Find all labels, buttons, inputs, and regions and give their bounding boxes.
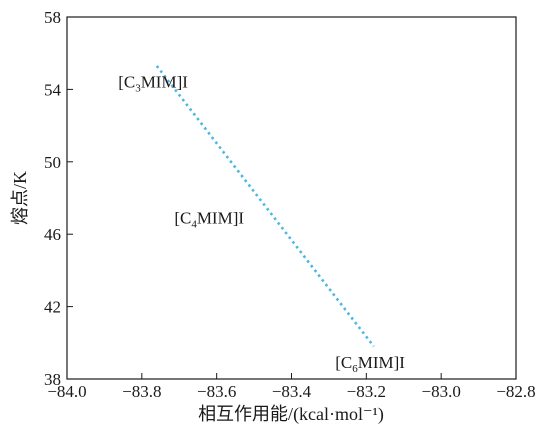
x-tick-label: −83.8 bbox=[122, 382, 161, 401]
plot-frame bbox=[66, 16, 517, 380]
x-axis-title: 相互作用能/(kcal·mol⁻¹) bbox=[198, 404, 384, 425]
x-tick-label: −82.8 bbox=[496, 382, 535, 401]
y-tick-label: 58 bbox=[44, 8, 61, 27]
x-tick-label: −83.2 bbox=[347, 382, 386, 401]
x-tick-label: −83.4 bbox=[272, 382, 312, 401]
y-tick-label: 42 bbox=[44, 298, 61, 317]
y-tick-label: 50 bbox=[44, 153, 61, 172]
y-tick-label: 54 bbox=[44, 80, 62, 99]
series-line bbox=[155, 65, 375, 348]
compound-label: [C6MIM]I bbox=[335, 353, 405, 375]
x-tick-label: −84.0 bbox=[47, 382, 86, 401]
y-tick-label: 46 bbox=[44, 225, 61, 244]
x-tick-label: −83.0 bbox=[421, 382, 460, 401]
y-tick-label: 38 bbox=[44, 370, 61, 389]
y-axis-title: 熔点/K bbox=[10, 171, 30, 225]
compound-label: [C3MIM]I bbox=[118, 73, 188, 95]
compound-label: [C4MIM]I bbox=[174, 208, 244, 230]
x-tick-label: −83.6 bbox=[197, 382, 236, 401]
